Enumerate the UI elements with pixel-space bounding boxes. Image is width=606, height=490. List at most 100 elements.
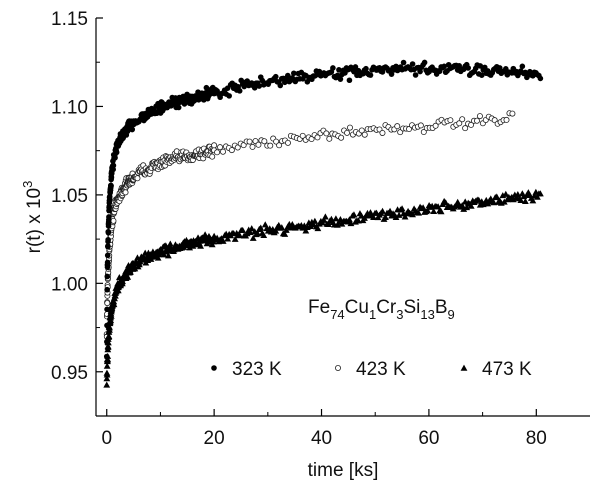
data-point xyxy=(529,197,537,204)
data-point xyxy=(417,122,424,129)
data-point xyxy=(108,183,114,189)
data-point xyxy=(249,234,257,241)
data-point xyxy=(299,132,306,139)
data-point xyxy=(219,237,227,244)
data-point xyxy=(521,197,529,205)
data-point xyxy=(490,199,498,206)
data-point xyxy=(129,126,136,133)
data-point xyxy=(401,213,409,220)
data-point xyxy=(400,59,407,66)
data-point xyxy=(241,83,247,90)
y-tick-label: 1.10 xyxy=(51,97,88,118)
data-point xyxy=(260,231,268,239)
data-point xyxy=(415,209,423,216)
data-point xyxy=(249,143,256,150)
data-point xyxy=(350,211,358,218)
data-point xyxy=(108,174,115,181)
series-473-k xyxy=(103,188,544,388)
data-point xyxy=(509,110,516,117)
data-point xyxy=(412,72,419,78)
data-point xyxy=(370,213,377,220)
data-point xyxy=(104,259,111,266)
data-point xyxy=(456,120,463,127)
data-point xyxy=(217,144,224,151)
legend-entry: 423 K xyxy=(334,359,406,380)
legend-label: 323 K xyxy=(232,359,282,380)
data-point xyxy=(346,124,353,131)
annotation-text: Fe xyxy=(308,297,330,318)
data-point xyxy=(244,78,251,84)
data-point xyxy=(107,312,115,319)
data-point xyxy=(103,353,110,360)
data-point xyxy=(105,223,112,229)
data-point xyxy=(302,227,310,234)
legend-layer: 323 K 423 K 473 K xyxy=(211,359,532,380)
data-point xyxy=(344,129,351,136)
data-point xyxy=(175,104,182,111)
data-point xyxy=(251,84,258,91)
data-point xyxy=(276,142,283,149)
data-point xyxy=(462,125,469,132)
data-point xyxy=(154,254,162,261)
data-point xyxy=(406,126,413,133)
data-point xyxy=(106,324,113,331)
data-point xyxy=(379,129,386,136)
legend-label: 473 K xyxy=(482,359,532,380)
annotation-subscript: 9 xyxy=(448,307,455,322)
data-point xyxy=(398,205,406,212)
data-point xyxy=(246,138,253,145)
annotation-text: Cu xyxy=(345,297,369,318)
data-point xyxy=(239,226,247,233)
legend-marker xyxy=(334,364,341,371)
data-point xyxy=(355,217,362,224)
series-323-k xyxy=(103,59,544,360)
data-point xyxy=(234,144,241,151)
data-point xyxy=(104,264,111,270)
y-tick-label: 0.95 xyxy=(51,363,88,384)
data-point xyxy=(409,61,416,67)
data-point xyxy=(432,122,439,129)
data-point xyxy=(122,189,129,196)
data-point xyxy=(110,166,116,173)
data-point xyxy=(126,268,134,276)
data-point xyxy=(231,235,239,242)
data-point xyxy=(346,77,353,84)
data-point xyxy=(388,71,395,77)
data-point xyxy=(277,82,284,89)
data-point xyxy=(326,135,333,142)
data-point xyxy=(107,197,113,203)
data-point xyxy=(476,113,483,120)
data-point xyxy=(105,229,112,236)
composition-annotation: Fe74Cu1Cr3Si13B9 xyxy=(308,297,455,322)
x-tick-label: 20 xyxy=(204,428,225,449)
data-point xyxy=(314,134,321,141)
data-point xyxy=(105,243,111,249)
data-point xyxy=(420,129,427,136)
data-point xyxy=(503,116,510,123)
data-point xyxy=(417,68,423,75)
annotation-subscript: 1 xyxy=(369,307,376,322)
data-point xyxy=(261,138,268,145)
data-point xyxy=(358,212,365,219)
legend-entry: 323 K xyxy=(211,359,282,380)
data-point xyxy=(214,149,221,156)
data-point xyxy=(441,63,447,70)
data-point xyxy=(500,198,508,205)
data-point xyxy=(211,142,218,149)
y-tick-label: 1.15 xyxy=(51,9,88,30)
annotation-text: Cr xyxy=(376,297,397,318)
data-point xyxy=(493,193,501,200)
data-point xyxy=(134,175,141,182)
data-point xyxy=(459,116,466,123)
data-point xyxy=(533,193,541,200)
annotation-text: B xyxy=(435,297,448,318)
data-point xyxy=(478,72,485,78)
data-point xyxy=(256,83,263,89)
data-point xyxy=(104,286,110,293)
data-point xyxy=(320,216,328,223)
data-point xyxy=(131,265,139,272)
data-point xyxy=(236,88,243,94)
x-tick-label: 0 xyxy=(101,428,112,449)
data-point xyxy=(409,211,416,218)
data-point xyxy=(104,322,110,329)
